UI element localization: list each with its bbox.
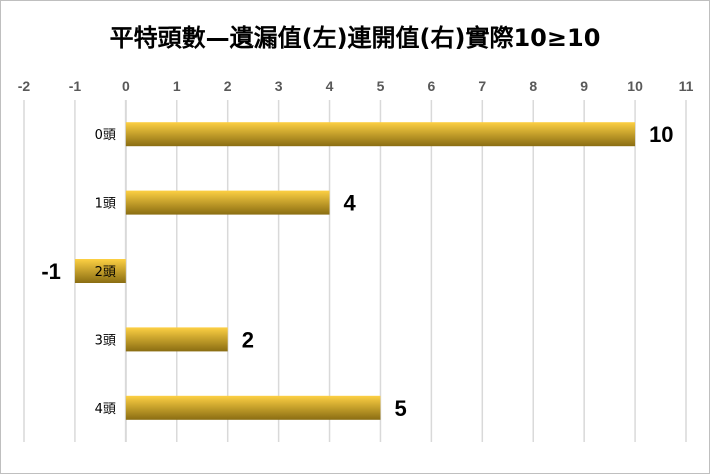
category-label: 3頭 [95, 333, 116, 348]
bar [125, 327, 228, 352]
x-tick-label: -1 [69, 78, 82, 94]
x-tick-label: 6 [427, 78, 435, 94]
x-tick-label: 3 [275, 78, 283, 94]
data-label: 4 [344, 191, 357, 216]
x-tick-label: 10 [627, 78, 643, 94]
category-label: 4頭 [95, 402, 116, 417]
x-tick-label: 11 [679, 78, 694, 94]
x-tick-label: -2 [18, 78, 31, 94]
category-label: 0頭 [95, 128, 116, 143]
x-tick-label: 8 [529, 78, 537, 94]
bar [74, 259, 126, 283]
data-label: 2 [242, 327, 254, 352]
x-tick-label: 7 [478, 78, 486, 94]
x-tick-label: 9 [580, 78, 588, 94]
category-label: 2頭 [95, 265, 116, 280]
x-tick-label: 5 [377, 78, 385, 94]
x-tick-label: 2 [224, 78, 232, 94]
chart-title: 平特頭數—遺漏值(左)連開值(右)實際10≥10 [110, 24, 601, 52]
data-label: -1 [41, 259, 61, 284]
x-tick-label: 0 [122, 78, 130, 94]
x-tick-label: 1 [173, 78, 181, 94]
x-tick-label: 4 [326, 78, 334, 94]
bar [125, 122, 636, 147]
bar [125, 395, 381, 420]
category-label: 1頭 [95, 197, 116, 212]
data-label: 5 [394, 396, 406, 421]
bar [125, 190, 330, 215]
data-label: 10 [649, 122, 673, 147]
